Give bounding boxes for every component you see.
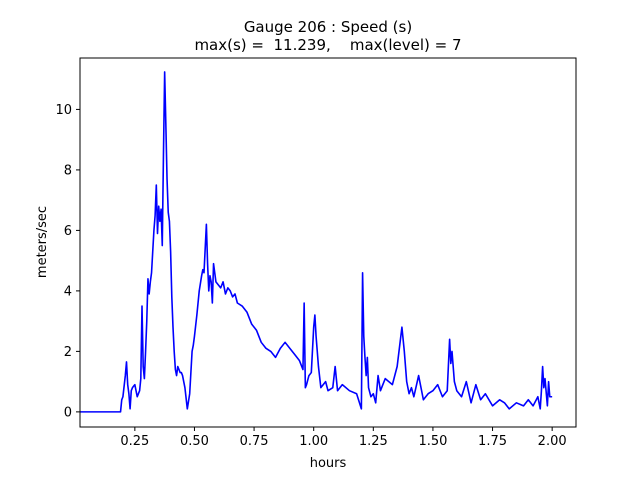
y-tick-label: 10 [55, 103, 72, 118]
x-tick-label: 0.50 [180, 434, 209, 449]
axes-frame [79, 57, 577, 428]
x-tick-label: 0.75 [240, 434, 269, 449]
x-tick-label: 1.75 [478, 434, 507, 449]
x-tick-label: 1.00 [299, 434, 328, 449]
y-axis-label: meters/sec [35, 206, 50, 278]
x-tick-label: 2.00 [538, 434, 567, 449]
plot-area: 0.25 0.50 0.75 1.00 1.25 1.50 1.75 2.00 0 2 4 6 8 10 [55, 71, 567, 449]
y-tick-label: 4 [64, 284, 72, 299]
x-tick-label: 0.25 [120, 434, 149, 449]
y-tick-label: 6 [64, 224, 72, 239]
x-tick-label: 1.50 [418, 434, 447, 449]
speed-series-line [80, 71, 553, 413]
x-tick-label: 1.25 [359, 434, 388, 449]
chart-title-line2: max(s) = 11.239, max(level) = 7 [194, 36, 461, 54]
chart-title-line1: Gauge 206 : Speed (s) [244, 18, 412, 36]
y-tick-label: 8 [64, 163, 72, 178]
y-tick-label: 0 [64, 405, 72, 420]
y-tick-label: 2 [64, 345, 72, 360]
x-axis-label: hours [310, 456, 347, 471]
